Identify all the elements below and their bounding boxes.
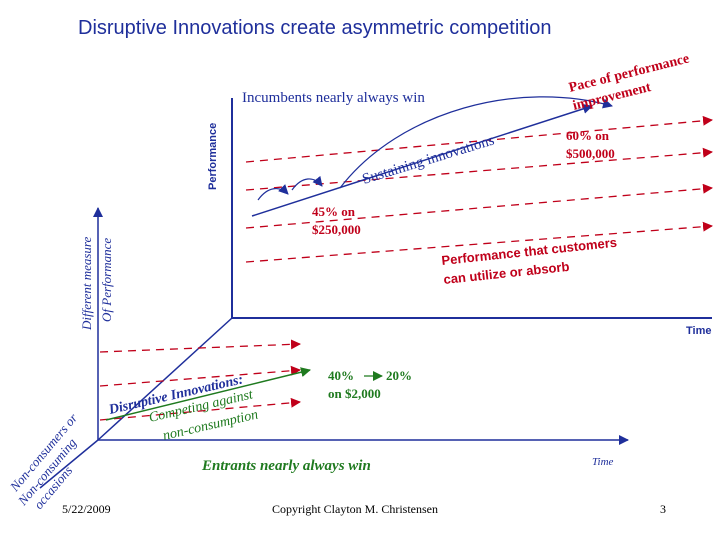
footer-copyright: Copyright Clayton M. Christensen <box>272 502 438 516</box>
lower-dashed-1 <box>99 339 301 353</box>
price-high-line-1: 60% on <box>566 128 610 143</box>
upper-time-label: Time <box>686 325 711 337</box>
lower-time-label: Time <box>592 456 614 468</box>
incumbents-label: Incumbents nearly always win <box>242 90 425 106</box>
entrants-label: Entrants nearly always win <box>201 458 371 474</box>
performance-axis-label: Performance <box>207 123 219 190</box>
sustaining-trajectory <box>251 104 593 217</box>
absorb-line-4 <box>245 221 713 263</box>
absorb-line-3 <box>245 183 713 229</box>
connector-line <box>97 317 233 441</box>
depth-axis <box>39 439 99 489</box>
absorb-line-2 <box>245 147 713 191</box>
footer-date: 5/22/2009 <box>62 502 111 516</box>
sustaining-big-arc <box>339 96 613 189</box>
price-low-c: on $2,000 <box>328 386 381 401</box>
lower-dashed-2 <box>99 365 301 387</box>
price-low-b: 20% <box>386 368 412 383</box>
price-mid-line-2: $250,000 <box>312 222 361 237</box>
footer-page-number: 3 <box>660 502 666 516</box>
sustaining-hop-1 <box>257 184 289 201</box>
slide-title: Disruptive Innovations create asymmetric… <box>78 17 552 39</box>
price-high-line-2: $500,000 <box>566 146 615 161</box>
lower-y-label-2: Of Performance <box>99 238 114 322</box>
lower-dashed-3 <box>99 397 301 421</box>
sustaining-hop-2 <box>291 175 323 191</box>
price-low-a: 40% <box>328 368 354 383</box>
sustaining-label: Sustaining innovations <box>360 132 496 187</box>
absorb-line-1 <box>245 115 713 163</box>
lower-y-label-1: Different measure <box>79 237 94 331</box>
price-mid-line-1: 45% on <box>312 204 356 219</box>
disruptive-trajectory <box>105 367 311 421</box>
